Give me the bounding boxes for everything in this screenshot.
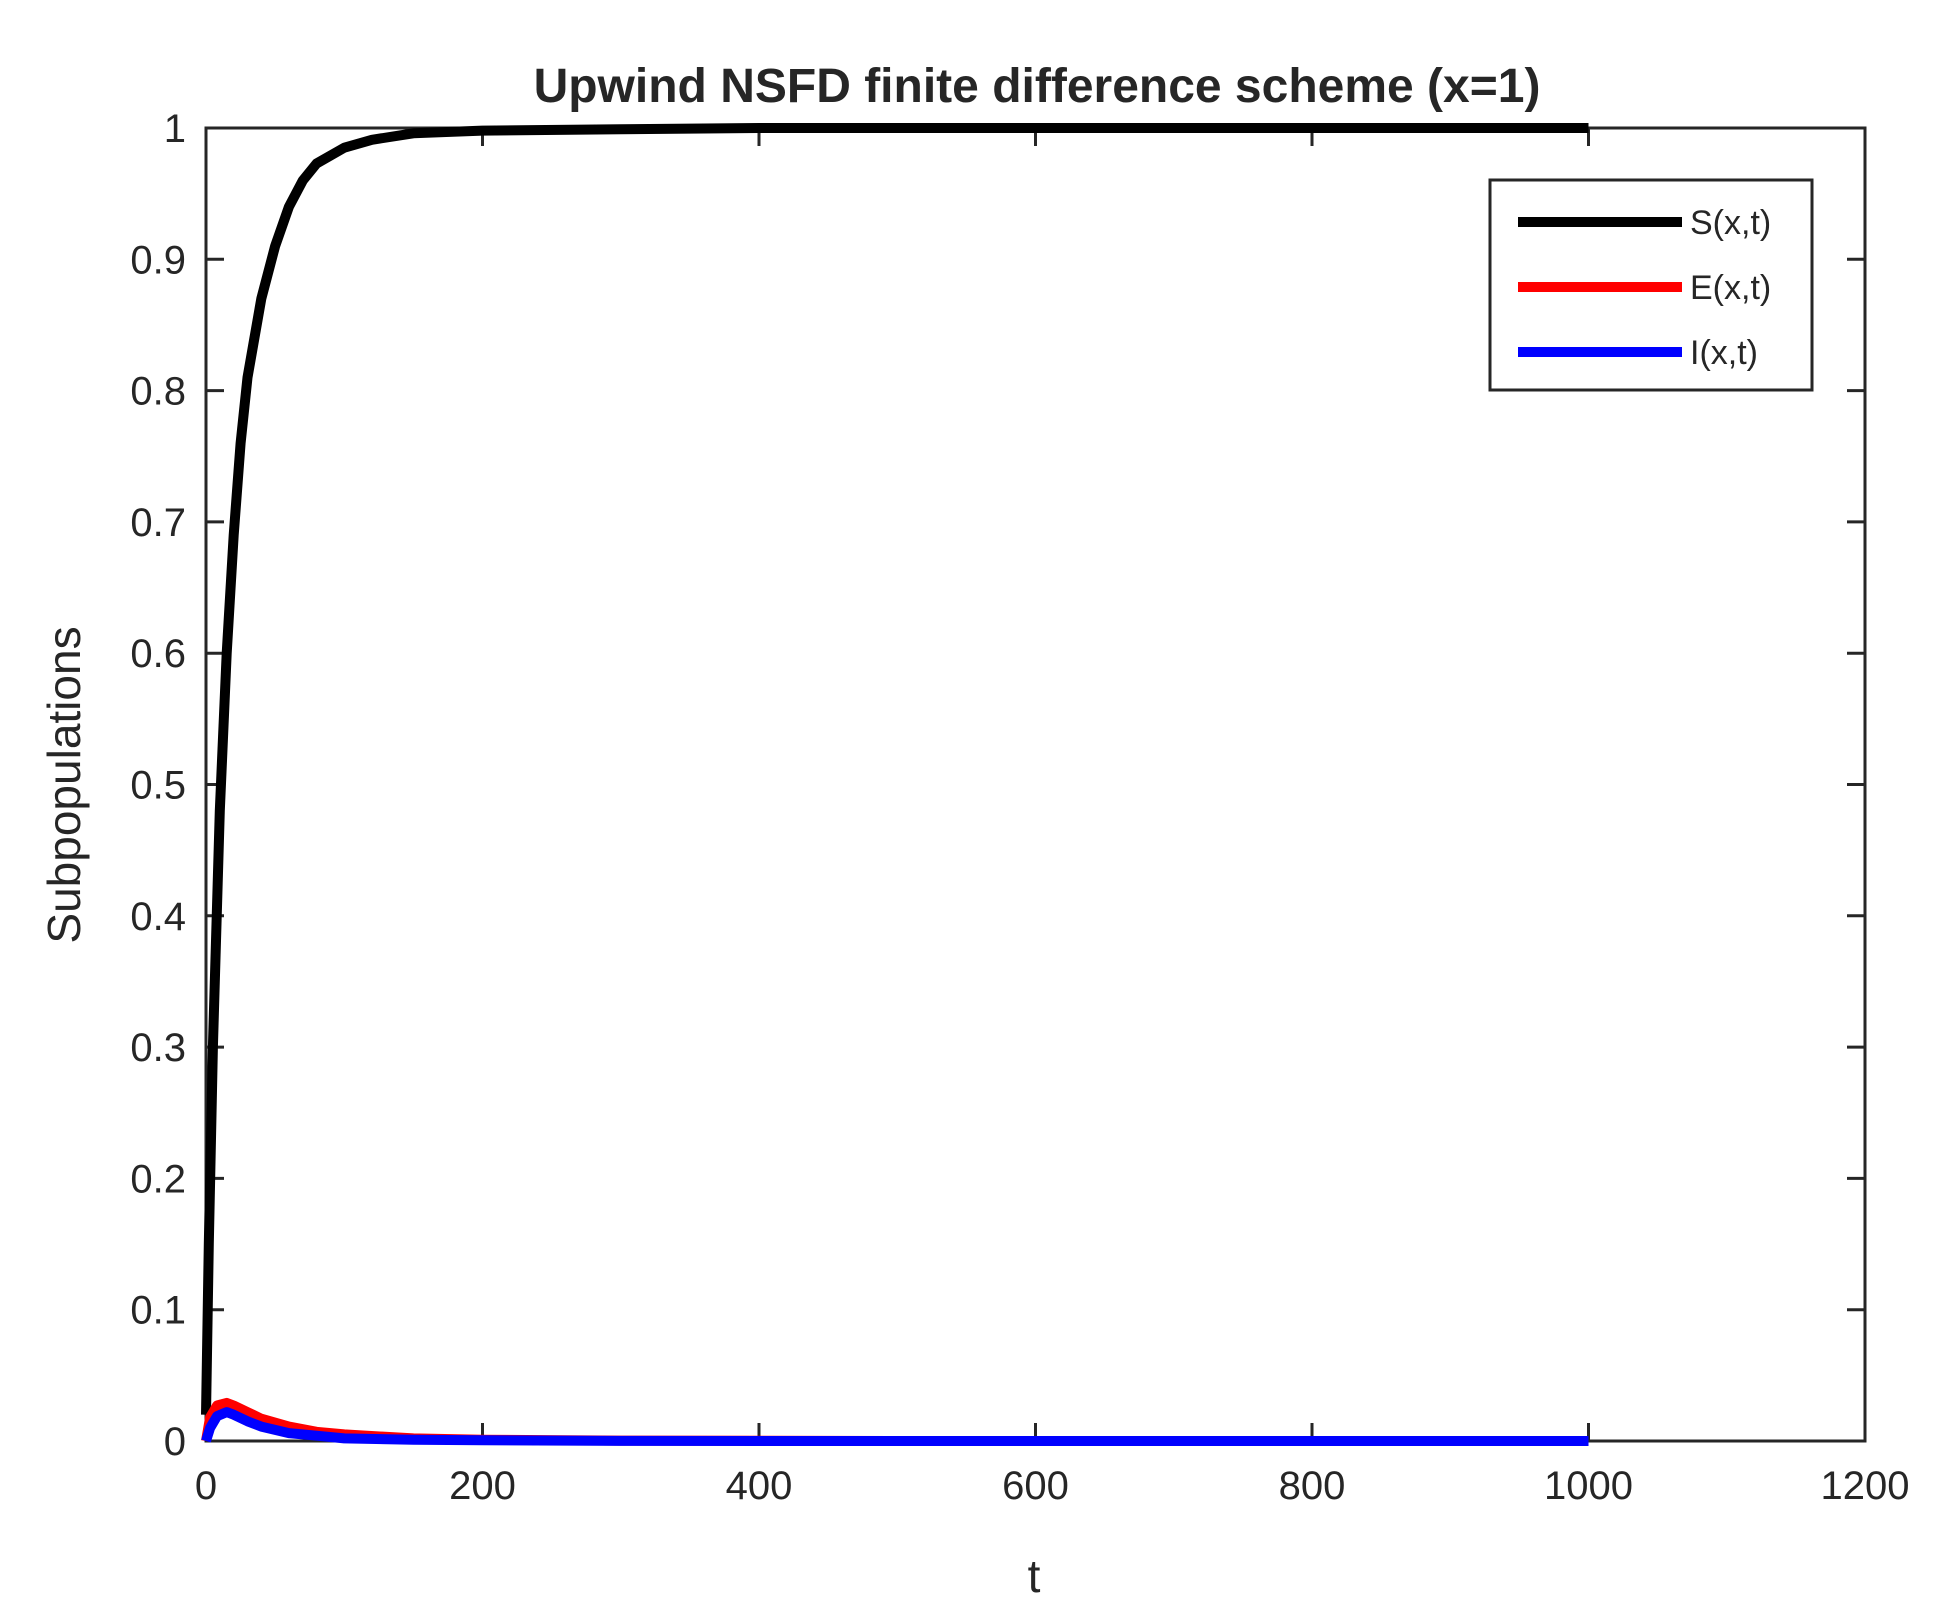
x-tick-label: 1000 [1544, 1464, 1633, 1508]
y-tick-label: 1 [164, 107, 186, 151]
y-tick-label: 0.4 [130, 895, 186, 939]
y-tick-label: 0.8 [130, 370, 186, 414]
legend-label: S(x,t) [1690, 204, 1771, 242]
legend-label: I(x,t) [1690, 334, 1758, 372]
y-tick-label: 0.3 [130, 1026, 186, 1070]
x-tick-label: 600 [1002, 1464, 1069, 1508]
y-tick-label: 0 [164, 1420, 186, 1464]
series-line-3 [201, 1407, 1589, 1446]
x-tick-label: 0 [195, 1464, 217, 1508]
legend-label: E(x,t) [1690, 269, 1771, 307]
legend: S(x,t) E(x,t) I(x,t) [1488, 178, 1814, 392]
x-tick-label: 200 [449, 1464, 516, 1508]
y-tick-label: 0.6 [130, 632, 186, 676]
y-axis-label: Subpopulations [38, 626, 90, 943]
x-tick-label: 800 [1279, 1464, 1346, 1508]
x-axis-label: t [1028, 1550, 1041, 1602]
y-tick-label: 0.9 [130, 238, 186, 282]
series-lines [201, 123, 1589, 1446]
series-line-1 [201, 123, 1589, 1415]
y-tick-label: 0.7 [130, 501, 186, 545]
axis-ticks: 0 200 400 600 800 1000 1200 0 0.1 0.2 0.3 0.4 0.5 0.6… [130, 107, 1909, 1508]
x-tick-label: 1200 [1821, 1464, 1910, 1508]
x-tick-label: 400 [726, 1464, 793, 1508]
y-tick-label: 0.5 [130, 764, 186, 808]
y-tick-label: 0.2 [130, 1157, 186, 1201]
chart-title: Upwind NSFD finite difference scheme (x=… [534, 60, 1541, 113]
y-tick-label: 0.1 [130, 1289, 186, 1333]
